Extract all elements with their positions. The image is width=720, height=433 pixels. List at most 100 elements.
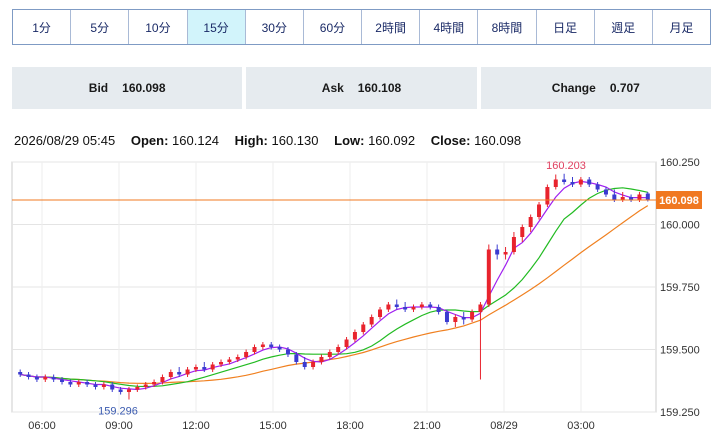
candle-body bbox=[185, 369, 190, 375]
low-value: 160.092 bbox=[368, 133, 416, 148]
candle-body bbox=[344, 339, 349, 347]
candle-body bbox=[428, 304, 433, 307]
tab-timeframe[interactable]: 週足 bbox=[594, 10, 653, 44]
candle-body bbox=[578, 179, 583, 185]
change-label: Change bbox=[551, 81, 596, 95]
candle-body bbox=[352, 332, 357, 340]
candle-body bbox=[570, 182, 575, 185]
tab-timeframe[interactable]: 日足 bbox=[536, 10, 595, 44]
open-label: Open: bbox=[130, 133, 169, 148]
candle-body bbox=[302, 362, 307, 367]
x-tick-label: 12:00 bbox=[182, 420, 210, 432]
candle-body bbox=[68, 382, 73, 385]
candle-body bbox=[252, 347, 257, 352]
candle-body bbox=[378, 309, 383, 317]
candle-body bbox=[51, 377, 56, 380]
candle-body bbox=[394, 304, 399, 307]
candle-body bbox=[219, 362, 224, 365]
candle-body bbox=[562, 179, 567, 182]
candle-body bbox=[76, 382, 81, 385]
candle-body bbox=[637, 194, 642, 200]
candle-body bbox=[595, 184, 600, 190]
tab-timeframe[interactable]: 2時間 bbox=[362, 10, 421, 44]
ask-value: 160.108 bbox=[357, 81, 402, 95]
close-label: Close: bbox=[430, 133, 471, 148]
candle-body bbox=[202, 367, 207, 370]
ma-mid-line bbox=[20, 187, 648, 388]
candle-body bbox=[101, 384, 106, 387]
candle-body bbox=[444, 312, 449, 322]
candle-body bbox=[60, 379, 65, 382]
candle-body bbox=[645, 193, 650, 200]
candle-body bbox=[177, 372, 182, 375]
tab-timeframe[interactable]: 30分 bbox=[245, 10, 304, 44]
y-tick-label: 160.000 bbox=[660, 220, 700, 232]
tab-timeframe[interactable]: 4時間 bbox=[420, 10, 479, 44]
close-value: 160.098 bbox=[474, 133, 522, 148]
candle-body bbox=[269, 344, 274, 347]
candle-body bbox=[486, 249, 491, 305]
candle-body bbox=[294, 354, 299, 362]
x-tick-label: 21:00 bbox=[413, 420, 441, 432]
x-tick-label: 06:00 bbox=[28, 420, 56, 432]
open-value: 160.124 bbox=[172, 133, 220, 148]
low-annotation: 159.296 bbox=[98, 406, 138, 418]
x-tick-label: 09:00 bbox=[105, 420, 133, 432]
candle-body bbox=[110, 384, 115, 390]
candle-body bbox=[403, 307, 408, 310]
low-label: Low: bbox=[334, 133, 365, 148]
candle-body bbox=[336, 347, 341, 352]
candle-body bbox=[34, 377, 39, 380]
candle-body bbox=[18, 372, 23, 375]
quote-bar: Bid 160.098 Ask 160.108 Change 0.707 bbox=[12, 67, 711, 109]
candle-body bbox=[511, 237, 516, 252]
candle-body bbox=[361, 324, 366, 332]
candle-body bbox=[411, 307, 416, 310]
price-chart[interactable]: 160.250 160.000 159.750 159.500 159.250 06:00… bbox=[0, 150, 720, 433]
change-box: Change 0.707 bbox=[480, 67, 711, 109]
high-value: 160.130 bbox=[271, 133, 319, 148]
tab-timeframe[interactable]: 60分 bbox=[303, 10, 363, 44]
candle-body bbox=[503, 252, 508, 255]
candle-body bbox=[168, 372, 173, 377]
candle-body bbox=[553, 179, 558, 187]
candle-body bbox=[470, 312, 475, 320]
candle-body bbox=[193, 367, 198, 370]
candle-body bbox=[227, 359, 232, 362]
tab-timeframe[interactable]: 10分 bbox=[129, 10, 188, 44]
tab-timeframe[interactable]: 15分 bbox=[187, 10, 246, 44]
candle-body bbox=[143, 384, 148, 387]
ma-long-line bbox=[20, 205, 649, 385]
candle-body bbox=[629, 197, 634, 200]
current-price-label: 160.098 bbox=[659, 195, 699, 207]
candle-body bbox=[436, 307, 441, 312]
tab-timeframe[interactable]: 1分 bbox=[13, 10, 72, 44]
candle-body bbox=[603, 189, 608, 195]
ask-box: Ask 160.108 bbox=[246, 67, 477, 109]
y-tick-label: 160.250 bbox=[660, 157, 700, 169]
y-tick-label: 159.250 bbox=[660, 407, 700, 419]
candle-body bbox=[311, 362, 316, 367]
tab-timeframe[interactable]: 8時間 bbox=[478, 10, 537, 44]
candle-body bbox=[126, 389, 131, 392]
tab-timeframe[interactable]: 月足 bbox=[652, 10, 711, 44]
candle-body bbox=[612, 194, 617, 200]
x-tick-label: 18:00 bbox=[336, 420, 364, 432]
candle-body bbox=[277, 347, 282, 350]
x-tick-label: 15:00 bbox=[259, 420, 287, 432]
bid-value: 160.098 bbox=[122, 81, 166, 95]
candle-body bbox=[244, 352, 249, 357]
candle-body bbox=[285, 349, 290, 355]
bid-box: Bid 160.098 bbox=[12, 67, 243, 109]
candle-body bbox=[545, 187, 550, 205]
candle-body bbox=[260, 344, 265, 347]
candle-body bbox=[235, 357, 240, 360]
candle-body bbox=[620, 197, 625, 200]
tab-timeframe[interactable]: 5分 bbox=[71, 10, 130, 44]
candle-body bbox=[327, 352, 332, 357]
ask-label: Ask bbox=[321, 81, 344, 95]
candle-body bbox=[43, 377, 48, 380]
high-label: High: bbox=[234, 133, 268, 148]
candle-body bbox=[453, 317, 458, 322]
candle-body bbox=[528, 217, 533, 227]
